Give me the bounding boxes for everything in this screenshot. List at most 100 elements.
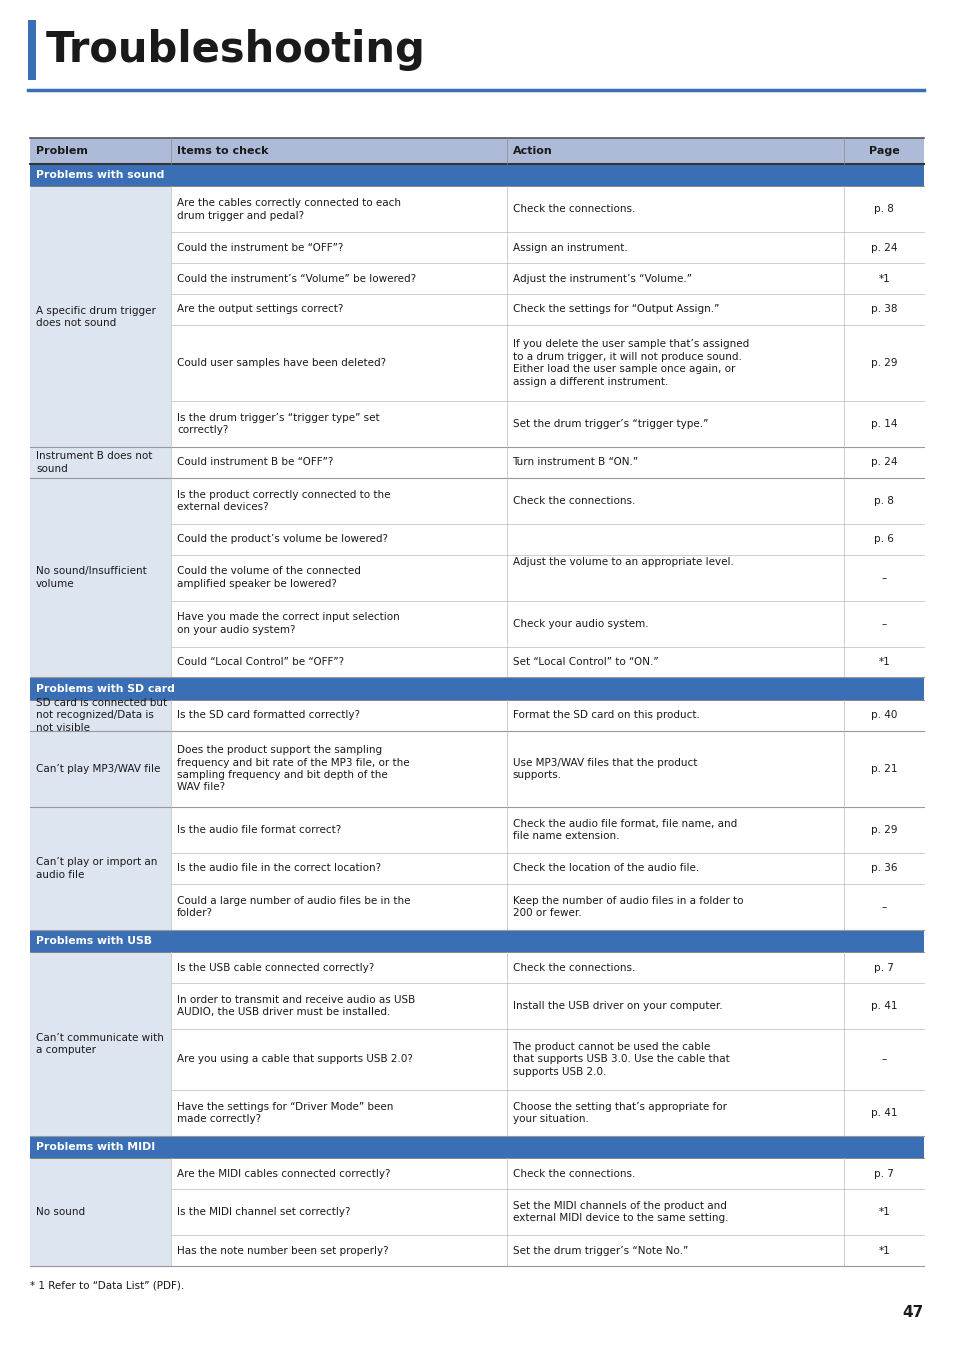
Text: Check the location of the audio file.: Check the location of the audio file. (512, 863, 698, 874)
Text: Can’t play or import an
audio file: Can’t play or import an audio file (36, 857, 157, 879)
Text: Are the MIDI cables connected correctly?: Are the MIDI cables connected correctly? (177, 1169, 391, 1178)
Text: Is the drum trigger’s “trigger type” set
correctly?: Is the drum trigger’s “trigger type” set… (177, 412, 379, 435)
Text: –: – (881, 619, 886, 628)
Text: p. 24: p. 24 (870, 457, 897, 468)
Text: In order to transmit and receive audio as USB
AUDIO, the USB driver must be inst: In order to transmit and receive audio a… (177, 995, 416, 1018)
Text: Are the output settings correct?: Are the output settings correct? (177, 305, 343, 314)
Text: p. 14: p. 14 (870, 419, 897, 429)
Text: Does the product support the sampling
frequency and bit rate of the MP3 file, or: Does the product support the sampling fr… (177, 745, 410, 793)
Text: No sound/Insufficient
volume: No sound/Insufficient volume (36, 566, 147, 589)
Text: Problems with USB: Problems with USB (36, 936, 152, 946)
Text: Use MP3/WAV files that the product
supports.: Use MP3/WAV files that the product suppo… (512, 758, 696, 780)
Text: Check the connections.: Check the connections. (512, 962, 634, 972)
Bar (28, 20, 36, 80)
Bar (30, 479, 172, 678)
Text: Can’t play MP3/WAV file: Can’t play MP3/WAV file (36, 764, 160, 774)
Text: Have the settings for “Driver Mode” been
made correctly?: Have the settings for “Driver Mode” been… (177, 1101, 394, 1124)
Text: Set the drum trigger’s “trigger type.”: Set the drum trigger’s “trigger type.” (512, 419, 707, 429)
Text: Are the cables correctly connected to each
drum trigger and pedal?: Are the cables correctly connected to ea… (177, 198, 401, 221)
Text: Problem: Problem (36, 146, 88, 156)
Text: Is the audio file format correct?: Is the audio file format correct? (177, 825, 341, 834)
Text: p. 8: p. 8 (873, 205, 893, 214)
Bar (30, 700, 172, 731)
Text: 47: 47 (902, 1305, 923, 1320)
Text: –: – (881, 573, 886, 582)
Text: Check the connections.: Check the connections. (512, 1169, 634, 1178)
Bar (30, 731, 172, 807)
Text: Set the MIDI channels of the product and
external MIDI device to the same settin: Set the MIDI channels of the product and… (512, 1201, 727, 1224)
Text: If you delete the user sample that’s assigned
to a drum trigger, it will not pro: If you delete the user sample that’s ass… (512, 340, 748, 387)
Text: Could “Local Control” be “OFF”?: Could “Local Control” be “OFF”? (177, 656, 344, 667)
Text: p. 7: p. 7 (873, 962, 893, 972)
Text: Install the USB driver on your computer.: Install the USB driver on your computer. (512, 1002, 721, 1011)
Text: Adjust the volume to an appropriate level.: Adjust the volume to an appropriate leve… (512, 557, 733, 568)
Bar (30, 807, 172, 930)
Text: Turn instrument B “ON.”: Turn instrument B “ON.” (512, 457, 638, 468)
Text: Is the audio file in the correct location?: Is the audio file in the correct locatio… (177, 863, 381, 874)
Bar (30, 930, 923, 952)
Text: * 1 Refer to “Data List” (PDF).: * 1 Refer to “Data List” (PDF). (30, 1281, 184, 1290)
Text: The product cannot be used the cable
that supports USB 3.0. Use the cable that
s: The product cannot be used the cable tha… (512, 1042, 728, 1077)
Text: Assign an instrument.: Assign an instrument. (512, 243, 626, 253)
Text: Can’t communicate with
a computer: Can’t communicate with a computer (36, 1033, 164, 1055)
Text: *1: *1 (878, 1246, 889, 1255)
Text: Check your audio system.: Check your audio system. (512, 619, 647, 628)
Text: Is the USB cable connected correctly?: Is the USB cable connected correctly? (177, 962, 375, 972)
Text: Could user samples have been deleted?: Could user samples have been deleted? (177, 359, 386, 368)
Text: Check the audio file format, file name, and
file name extension.: Check the audio file format, file name, … (512, 818, 736, 841)
Text: p. 38: p. 38 (870, 305, 897, 314)
Text: p. 40: p. 40 (870, 710, 897, 720)
Bar (30, 678, 923, 700)
Text: *1: *1 (878, 656, 889, 667)
Bar (30, 137, 923, 164)
Bar (30, 952, 172, 1136)
Text: p. 41: p. 41 (870, 1108, 897, 1117)
Text: Could the instrument be “OFF”?: Could the instrument be “OFF”? (177, 243, 343, 253)
Bar (30, 164, 923, 186)
Text: –: – (881, 1054, 886, 1065)
Text: Has the note number been set properly?: Has the note number been set properly? (177, 1246, 389, 1255)
Text: *1: *1 (878, 274, 889, 283)
Text: Check the settings for “Output Assign.”: Check the settings for “Output Assign.” (512, 305, 719, 314)
Text: *1: *1 (878, 1208, 889, 1217)
Text: Set “Local Control” to “ON.”: Set “Local Control” to “ON.” (512, 656, 658, 667)
Text: Could the product’s volume be lowered?: Could the product’s volume be lowered? (177, 534, 388, 545)
Text: Items to check: Items to check (177, 146, 269, 156)
Text: Could the volume of the connected
amplified speaker be lowered?: Could the volume of the connected amplif… (177, 566, 361, 589)
Text: p. 24: p. 24 (870, 243, 897, 253)
Text: SD card is connected but
not recognized/Data is
not visible: SD card is connected but not recognized/… (36, 698, 167, 733)
Text: Action: Action (512, 146, 552, 156)
Text: p. 29: p. 29 (870, 359, 897, 368)
Text: Are you using a cable that supports USB 2.0?: Are you using a cable that supports USB … (177, 1054, 413, 1065)
Bar (30, 1158, 172, 1266)
Text: p. 21: p. 21 (870, 764, 897, 774)
Text: Problems with MIDI: Problems with MIDI (36, 1142, 155, 1153)
Text: No sound: No sound (36, 1208, 85, 1217)
Bar (30, 1136, 923, 1158)
Text: Could a large number of audio files be in the
folder?: Could a large number of audio files be i… (177, 895, 411, 918)
Text: p. 29: p. 29 (870, 825, 897, 834)
Text: p. 41: p. 41 (870, 1002, 897, 1011)
Text: Have you made the correct input selection
on your audio system?: Have you made the correct input selectio… (177, 612, 399, 635)
Text: –: – (881, 902, 886, 911)
Text: p. 6: p. 6 (873, 534, 893, 545)
Text: Is the MIDI channel set correctly?: Is the MIDI channel set correctly? (177, 1208, 351, 1217)
Text: Instrument B does not
sound: Instrument B does not sound (36, 452, 152, 473)
Text: Choose the setting that’s appropriate for
your situation.: Choose the setting that’s appropriate fo… (512, 1101, 726, 1124)
Text: Keep the number of audio files in a folder to
200 or fewer.: Keep the number of audio files in a fold… (512, 895, 742, 918)
Text: A specific drum trigger
does not sound: A specific drum trigger does not sound (36, 306, 155, 328)
Text: Page: Page (868, 146, 899, 156)
Text: Check the connections.: Check the connections. (512, 496, 634, 506)
Text: p. 36: p. 36 (870, 863, 897, 874)
Text: Could the instrument’s “Volume” be lowered?: Could the instrument’s “Volume” be lower… (177, 274, 416, 283)
Text: Problems with SD card: Problems with SD card (36, 683, 174, 694)
Text: Is the SD card formatted correctly?: Is the SD card formatted correctly? (177, 710, 360, 720)
Text: Troubleshooting: Troubleshooting (46, 30, 425, 71)
Text: Adjust the instrument’s “Volume.”: Adjust the instrument’s “Volume.” (512, 274, 691, 283)
Text: Is the product correctly connected to the
external devices?: Is the product correctly connected to th… (177, 489, 391, 512)
Text: Problems with sound: Problems with sound (36, 170, 164, 181)
Text: Format the SD card on this product.: Format the SD card on this product. (512, 710, 699, 720)
Text: Set the drum trigger’s “Note No.”: Set the drum trigger’s “Note No.” (512, 1246, 687, 1255)
Text: Could instrument B be “OFF”?: Could instrument B be “OFF”? (177, 457, 334, 468)
Text: Check the connections.: Check the connections. (512, 205, 634, 214)
